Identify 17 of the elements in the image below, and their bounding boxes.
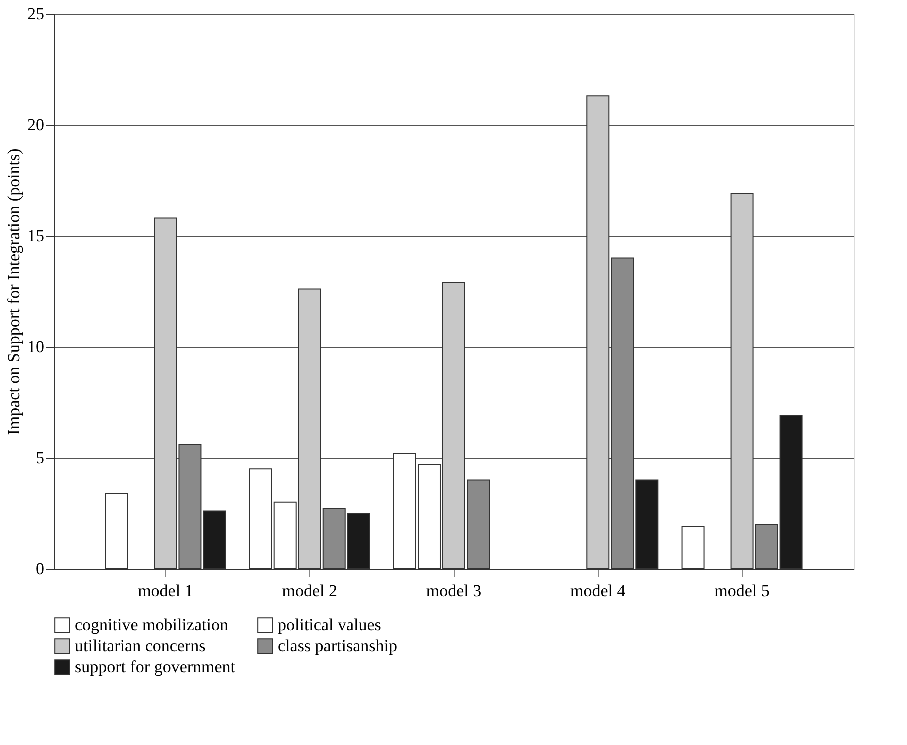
- x-tick-label: model 1: [138, 582, 194, 600]
- legend-label: class partisanship: [278, 636, 398, 656]
- legend-label: cognitive mobilization: [75, 616, 229, 635]
- y-tick-label: 25: [28, 4, 44, 24]
- y-tick-label: 5: [36, 448, 44, 468]
- y-tick-label: 0: [36, 560, 44, 578]
- x-tick-label: model 5: [714, 582, 770, 600]
- y-tick-label: 15: [28, 226, 44, 246]
- x-tick-label: model 3: [426, 582, 482, 600]
- x-tick-label: model 4: [570, 582, 626, 600]
- x-tick-label: model 2: [282, 582, 338, 600]
- legend-label: utilitarian concerns: [75, 636, 206, 656]
- y-tick-label: 20: [28, 116, 44, 134]
- y-axis-title: Impact on Support for Integration (points): [4, 148, 24, 436]
- y-tick-label: 10: [28, 338, 44, 356]
- legend-label: political values: [278, 616, 382, 635]
- legend-label: support for government: [75, 658, 236, 676]
